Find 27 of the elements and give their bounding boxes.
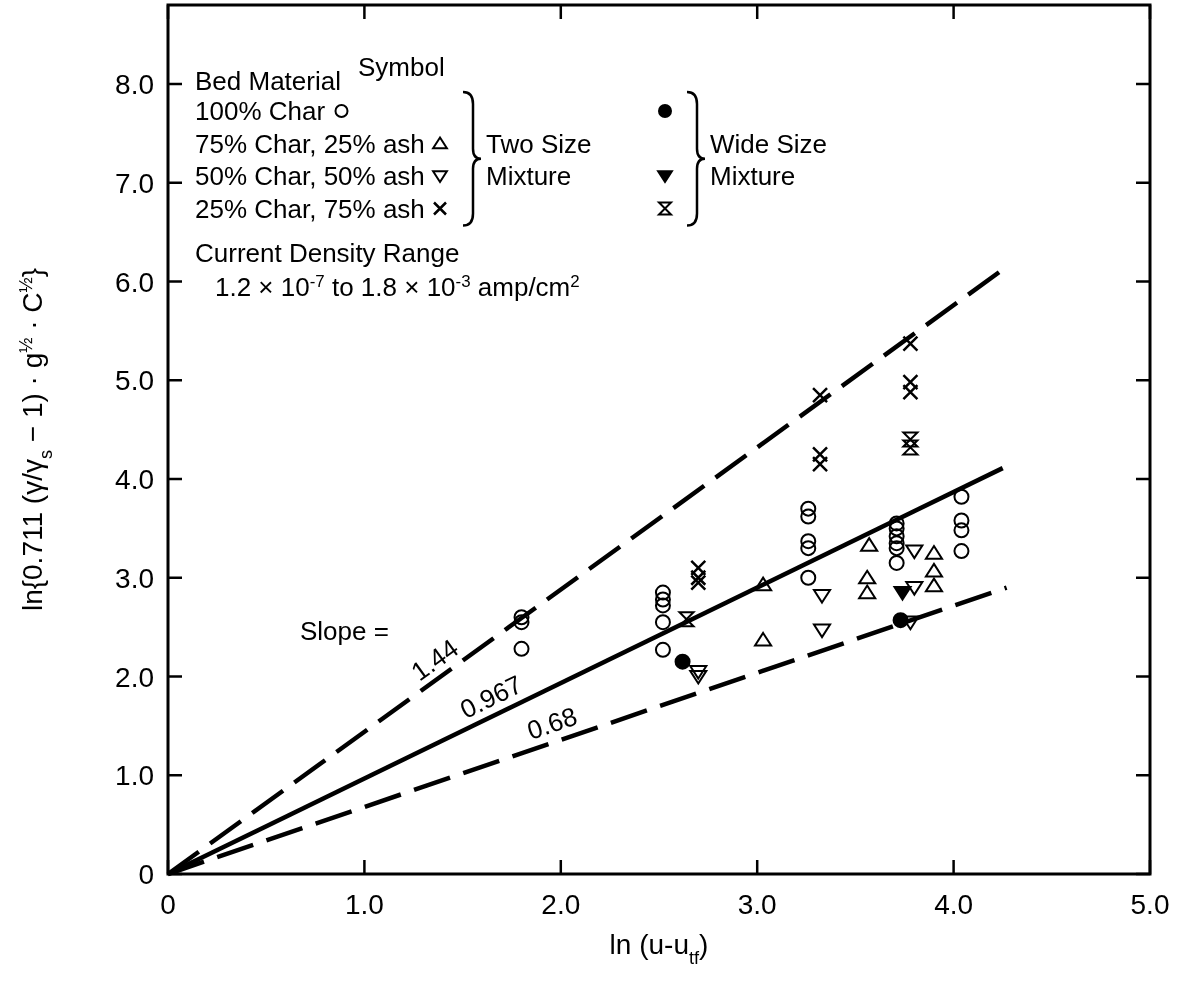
annotation: Current Density Range [195,238,460,268]
legend-label: 50% Char, 50% ash [195,161,425,191]
x-tick-label: 4.0 [934,889,974,920]
x-tick-label: 2.0 [541,889,581,920]
annotation: Slope = [300,616,389,646]
annotation: 1.2 × 10$^{-7}$ to 1.8 × 10$^{-3}$ amp/cm$^{2}$ [215,271,580,302]
annotation: Wide Size Mixture [710,128,828,191]
legend-title: Bed Material [195,66,341,96]
y-tick-label: 2.0 [115,661,154,693]
annotation: Two Size Mixture [486,128,592,191]
y-tick-label: 6.0 [115,266,154,298]
y-tick-label: 0 [138,859,154,890]
y-tick-label: 1.0 [115,760,154,792]
x-tick-label: 0 [160,889,176,920]
y-tick-label: 3.0 [115,562,154,594]
x-tick-label: 5.0 [1130,889,1170,920]
legend-label: 100% Char [195,96,326,126]
annotation: Symbol [358,52,445,82]
y-tick-label: 4.0 [115,464,154,495]
y-tick-label: 5.0 [115,365,154,397]
x-tick-label: 1.0 [344,889,384,920]
x-tick-label: 3.0 [737,889,777,920]
legend-label: 25% Char, 75% ash [195,193,425,224]
legend-label: 75% Char, 25% ash [195,128,425,159]
y-tick-label: 7.0 [115,167,154,199]
y-tick-label: 8.0 [115,69,154,100]
x-axis-title: ln (u-u$_{tf}$) [609,929,709,968]
